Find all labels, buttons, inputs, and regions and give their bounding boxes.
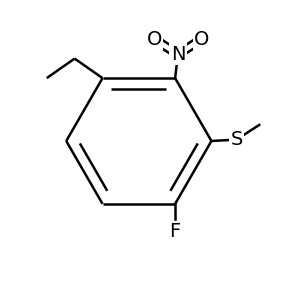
Text: N: N [171,45,185,64]
Text: S: S [230,130,243,149]
Text: O: O [194,30,209,49]
Text: F: F [169,222,181,241]
Text: O: O [146,30,162,49]
